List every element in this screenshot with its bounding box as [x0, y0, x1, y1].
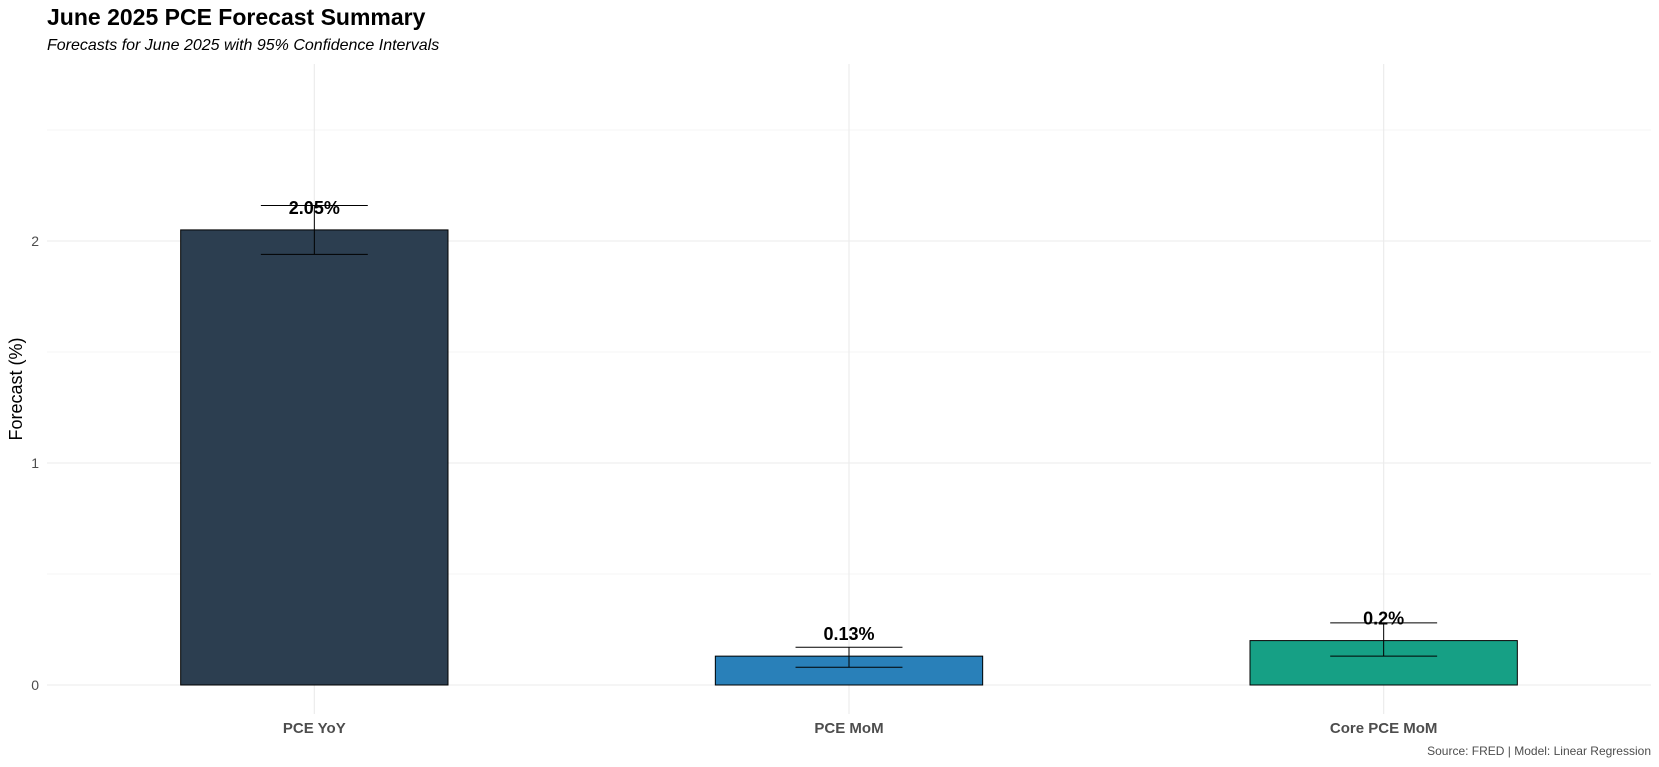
- data-label-0: 2.05%: [289, 198, 340, 218]
- chart-title: June 2025 PCE Forecast Summary: [47, 4, 426, 30]
- x-tick-label-0: PCE YoY: [283, 720, 346, 737]
- data-labels: 2.05% 0.13% 0.2%: [289, 198, 1404, 644]
- chart-caption: Source: FRED | Model: Linear Regression: [1427, 744, 1651, 758]
- bars: [180, 229, 1518, 686]
- y-tick-label: 1: [31, 455, 39, 471]
- data-label-1: 0.13%: [823, 624, 874, 644]
- y-axis-ticks: 0 1 2: [31, 233, 39, 693]
- data-label-2: 0.2%: [1363, 609, 1404, 629]
- chart-subtitle: Forecasts for June 2025 with 95% Confide…: [47, 37, 440, 54]
- y-tick-label: 2: [31, 233, 39, 249]
- x-axis-ticks: PCE YoY PCE MoM Core PCE MoM: [283, 720, 1437, 737]
- y-axis-label: Forecast (%): [6, 337, 26, 440]
- y-tick-label: 0: [31, 677, 39, 693]
- error-bars: [260, 204, 1438, 668]
- x-tick-label-2: Core PCE MoM: [1330, 720, 1438, 737]
- x-tick-label-1: PCE MoM: [814, 720, 883, 737]
- bar-0: [180, 229, 449, 686]
